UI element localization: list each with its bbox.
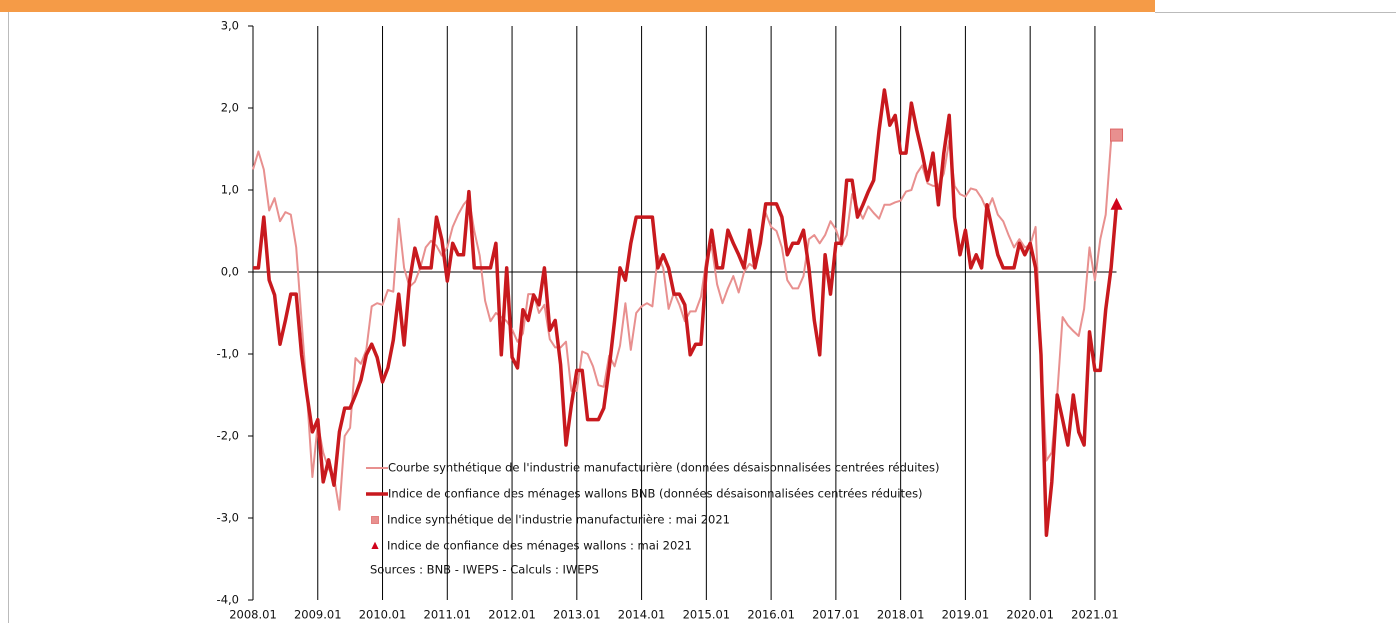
legend-label: Courbe synthétique de l'industrie manufa… [388,461,939,475]
y-tick-label: -4,0 [217,593,239,607]
x-tick-label: 2018.01 [877,608,925,622]
x-tick-label: 2017.01 [812,608,860,622]
y-tick-label: 2,0 [221,101,239,115]
marker-square [1110,128,1124,142]
legend-label: Indice de confiance des ménages wallons … [388,487,923,501]
source-note: Sources : BNB - IWEPS - Calculs : IWEPS [370,563,599,577]
series-line [252,134,1118,511]
y-tick-label: 0,0 [221,265,239,279]
x-tick-label: 2013.01 [553,608,601,622]
y-tick-label: -3,0 [217,511,239,525]
legend-label: Indice synthétique de l'industrie manufa… [387,513,730,527]
y-tick-label: 1,0 [221,183,239,197]
x-tick-label: 2016.01 [747,608,795,622]
x-tick-label: 2010.01 [359,608,407,622]
legend-label: Indice de confiance des ménages wallons … [387,539,692,553]
x-tick-label: 2011.01 [424,608,472,622]
marker-triangle [1110,197,1123,210]
x-tick-label: 2020.01 [1006,608,1054,622]
legend-swatch [371,516,379,524]
legend-swatch [371,541,379,549]
x-tick-label: 2019.01 [942,608,990,622]
y-tick-label: -1,0 [217,347,239,361]
y-tick-label: 3,0 [221,19,239,33]
x-tick-label: 2015.01 [683,608,731,622]
x-tick-label: 2021.01 [1071,608,1119,622]
x-tick-label: 2009.01 [294,608,342,622]
y-tick-label: -2,0 [217,429,239,443]
x-tick-label: 2014.01 [618,608,666,622]
series-line [253,88,1119,537]
x-tick-label: 2008.01 [229,608,277,622]
x-tick-label: 2012.01 [488,608,536,622]
header-bar [0,0,1155,12]
